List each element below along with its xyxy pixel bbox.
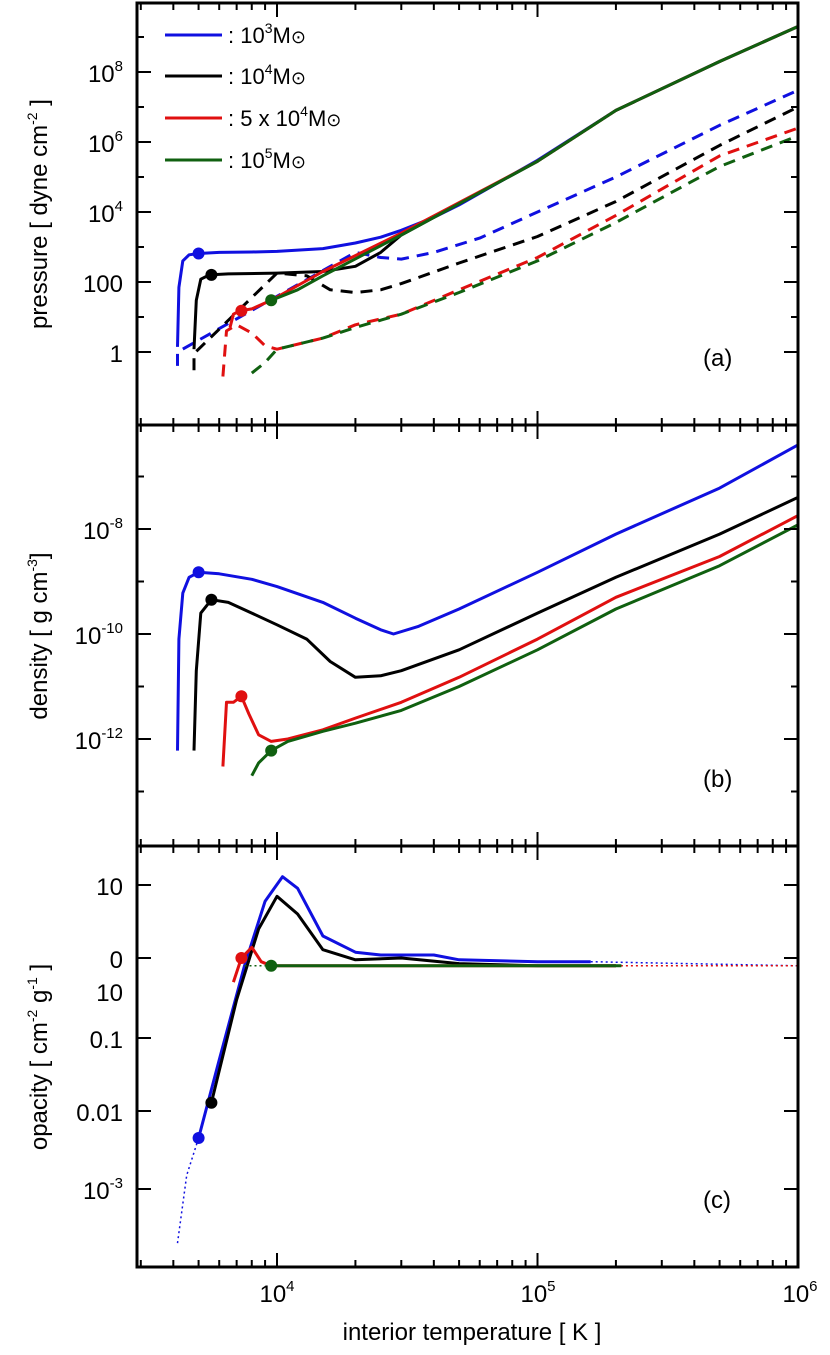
series-line-m5e4-dashed: [221, 126, 798, 377]
c-ytick-label: 0: [110, 947, 123, 974]
x-axis-title: interior temperature [ K ]: [343, 1319, 602, 1346]
b-ytick-label: 10-12: [75, 725, 123, 755]
a-ytick-label: 1: [110, 341, 123, 368]
panel-c-label: (c): [703, 1187, 731, 1214]
series-line-m1e5-solid: [250, 523, 798, 777]
marker-m1e3: [192, 247, 205, 260]
curves-layer: [176, 25, 798, 1244]
series-line-m1e4-solid: [209, 894, 616, 1104]
panel-a-label: (a): [703, 345, 732, 372]
panel-b-ylabel: density [ g cm-3]: [24, 552, 53, 719]
x-tick-label-1e5: 105: [520, 1278, 555, 1308]
a-ytick-label: 100: [83, 271, 123, 298]
marker-m1e3: [192, 1132, 205, 1144]
legend-entry-m1e4: : 104M⊙: [228, 61, 306, 89]
panel-c-plot: [176, 875, 798, 1244]
marker-m1e5: [265, 959, 278, 972]
panel-b-plot: [176, 443, 798, 777]
c-ytick-label: 0.01: [76, 1100, 123, 1127]
series-line-m1e3-dashed: [176, 88, 798, 366]
panel-a-ylabel: pressure [ dyne cm-2 ]: [24, 99, 53, 329]
series-line-m1e3-solid: [197, 875, 591, 1139]
series-line-m1e3-solid: [176, 443, 798, 751]
panel-b-frame: [135, 423, 800, 848]
marker-m1e3: [192, 566, 205, 579]
panel-c-ylabel: opacity [ cm-2 g-1 ]: [24, 964, 53, 1150]
c-ytick-label: 10: [96, 874, 123, 901]
series-line-m1e5-dashed: [250, 134, 798, 375]
a-ytick-label: 108: [88, 58, 123, 88]
panel-c-frame: [135, 844, 800, 1269]
marker-m1e4: [205, 593, 218, 606]
marker-m5e4: [235, 304, 248, 317]
legend-entry-m5e4: : 5 x 104M⊙: [228, 103, 341, 131]
legend: : 103M⊙ : 104M⊙ : 5 x 104M⊙ : 105M⊙: [165, 20, 341, 173]
legend-entry-m1e5: : 105M⊙: [228, 145, 306, 173]
tick-marks: [137, 3, 798, 1267]
series-line-m5e4-solid: [228, 25, 798, 328]
panel-b-label: (b): [703, 766, 732, 793]
b-ytick-label: 10-8: [83, 515, 123, 545]
panel-a-plot: [176, 25, 798, 377]
legend-entry-m1e3: : 103M⊙: [228, 20, 306, 48]
c-ytick-label: 10-3: [83, 1175, 123, 1205]
c-ytick-label: 0.1: [90, 1027, 123, 1054]
x-tick-label-1e4: 104: [259, 1278, 294, 1308]
marker-m1e4: [205, 268, 218, 281]
b-ytick-label: 10-10: [75, 620, 123, 650]
series-line-m1e5-solid: [270, 25, 798, 302]
series-line-m1e3-dotted: [176, 1137, 200, 1244]
marker-m1e5: [265, 294, 278, 307]
x-tick-label-1e6: 106: [782, 1278, 817, 1308]
marker-m5e4: [235, 690, 248, 703]
series-line-m1e4-dashed: [192, 105, 798, 371]
a-ytick-label: 106: [88, 128, 123, 158]
a-ytick-label: 104: [88, 198, 123, 228]
marker-m1e5: [265, 744, 278, 757]
series-line-m1e4-solid: [192, 496, 798, 751]
marker-m1e4: [205, 1096, 218, 1109]
c-ytick-label: 10: [96, 980, 123, 1007]
marker-m5e4: [235, 952, 248, 964]
